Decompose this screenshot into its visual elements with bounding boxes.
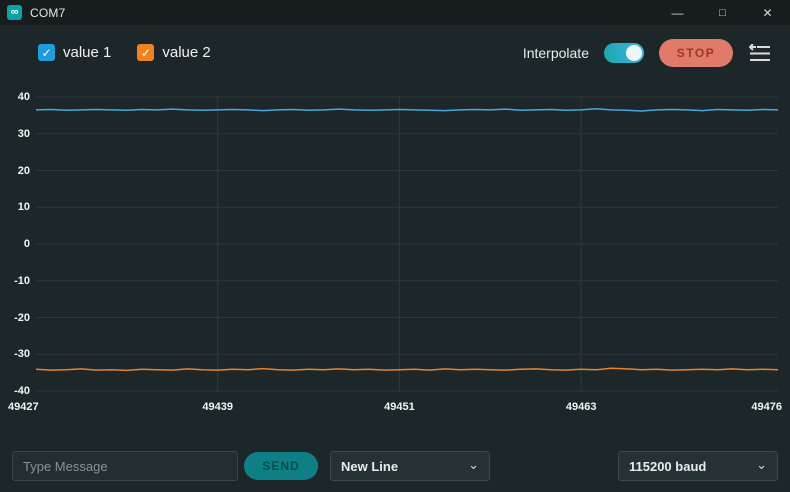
x-axis-tick-label: 49427: [8, 401, 39, 413]
value1-checkbox[interactable]: ✓: [38, 44, 55, 61]
y-axis-tick-label: 10: [17, 201, 30, 214]
legend-icon[interactable]: [748, 42, 772, 64]
y-axis-tick-label: -20: [14, 311, 30, 324]
y-axis-tick-label: -10: [14, 274, 30, 287]
series-toggle-value2[interactable]: ✓ value 2: [137, 44, 211, 61]
close-button[interactable]: ✕: [762, 5, 773, 20]
line-ending-select[interactable]: New Line ⌄: [330, 451, 490, 481]
window-controls: — □ ✕: [655, 0, 790, 25]
stop-button[interactable]: STOP: [659, 38, 733, 67]
value1-label[interactable]: value 1: [63, 44, 112, 61]
x-axis-tick-label: 49451: [384, 401, 415, 413]
y-axis-tick-label: 40: [17, 91, 30, 103]
y-axis-tick-label: -30: [14, 348, 30, 361]
titlebar: ∞ COM7 — □ ✕: [0, 0, 790, 25]
chevron-down-icon: ⌄: [468, 456, 479, 472]
chevron-down-icon: ⌄: [756, 456, 767, 472]
y-axis-tick-label: -40: [14, 385, 30, 397]
value2-checkbox[interactable]: ✓: [137, 44, 155, 61]
line-ending-value: New Line: [341, 458, 399, 474]
y-axis-tick-label: 20: [17, 164, 30, 177]
value2-label[interactable]: value 2: [162, 44, 211, 61]
maximize-button[interactable]: □: [719, 6, 726, 19]
toolbar: ✓ value 1 ✓ value 2 Interpolate STOP: [0, 25, 790, 80]
y-axis-tick-label: 0: [23, 238, 30, 250]
toggle-knob: [626, 44, 642, 61]
window-title: COM7: [30, 5, 66, 20]
plot-area: 40 30 20 10 0 -10 -20 -30 -40 49427 49439 49451 4946…: [0, 80, 790, 440]
interpolate-toggle[interactable]: [604, 42, 644, 63]
infinity-icon: ∞: [10, 6, 19, 18]
toolbar-right: Interpolate STOP: [523, 25, 772, 80]
check-icon: ✓: [140, 45, 151, 60]
baud-rate-value: 115200 baud: [629, 458, 707, 474]
check-icon: ✓: [41, 45, 52, 60]
plot-canvas: [35, 96, 779, 392]
x-axis-tick-label: 49439: [202, 401, 233, 413]
baud-rate-select[interactable]: 115200 baud ⌄: [618, 451, 778, 481]
send-button[interactable]: SEND: [244, 452, 318, 480]
app-icon: ∞: [7, 5, 22, 20]
series-toggle-value1[interactable]: ✓ value 1: [38, 44, 111, 61]
x-axis-tick-label: 49463: [565, 401, 597, 413]
x-axis-tick-label: 49476: [751, 401, 782, 413]
message-input[interactable]: [12, 451, 238, 481]
interpolate-label: Interpolate: [522, 44, 589, 61]
bottom-bar: SEND New Line ⌄ 115200 baud ⌄: [0, 440, 790, 492]
y-axis-tick-label: 30: [17, 127, 30, 140]
minimize-button[interactable]: —: [671, 5, 684, 20]
series-toggles: ✓ value 1 ✓ value 2: [38, 44, 211, 61]
